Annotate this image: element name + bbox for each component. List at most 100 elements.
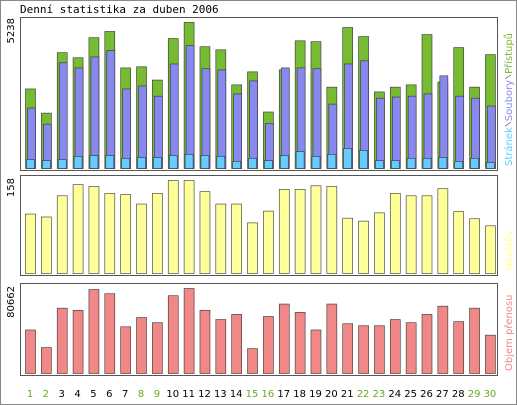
bar bbox=[137, 157, 146, 169]
x-tick-label: 11 bbox=[182, 389, 195, 400]
bar bbox=[294, 312, 306, 374]
bar bbox=[471, 97, 480, 169]
y-tick-label: 158 bbox=[6, 178, 17, 197]
bar bbox=[25, 213, 36, 274]
bar bbox=[374, 325, 385, 374]
bar bbox=[104, 293, 116, 374]
x-tick-label: 24 bbox=[388, 389, 401, 400]
bar bbox=[184, 154, 194, 169]
x-tick-label: 4 bbox=[74, 389, 80, 400]
bar bbox=[358, 220, 369, 274]
x-tick-label: 9 bbox=[154, 389, 160, 400]
x-tick-label: 5 bbox=[90, 389, 96, 400]
x-tick-label: 8 bbox=[138, 389, 144, 400]
bar bbox=[136, 317, 147, 374]
bar bbox=[199, 309, 211, 374]
bar bbox=[121, 158, 130, 169]
y-tick-label: 80662 bbox=[6, 286, 17, 318]
x-tick-label: 30 bbox=[484, 389, 497, 400]
bar bbox=[389, 319, 401, 374]
bar bbox=[312, 68, 322, 169]
chart-title: Denní statistika za duben 2006 bbox=[20, 3, 219, 16]
bar bbox=[169, 63, 179, 169]
bar bbox=[183, 288, 195, 374]
bar bbox=[343, 148, 353, 169]
bar bbox=[72, 309, 84, 374]
x-tick-label: 29 bbox=[468, 389, 481, 400]
bar bbox=[389, 193, 401, 274]
bar bbox=[264, 160, 273, 169]
x-tick-label: 28 bbox=[452, 389, 465, 400]
bar bbox=[469, 218, 480, 274]
bar bbox=[167, 180, 179, 274]
bar bbox=[185, 45, 195, 169]
bar bbox=[249, 80, 258, 169]
bar bbox=[342, 323, 354, 374]
bar bbox=[231, 203, 242, 274]
bar bbox=[437, 305, 449, 374]
legend-label: Stránek bbox=[503, 127, 515, 166]
bar bbox=[153, 157, 162, 169]
x-tick-label: 17 bbox=[277, 389, 290, 400]
bar bbox=[168, 155, 178, 169]
bar bbox=[437, 188, 449, 274]
legend-label: Soubory bbox=[504, 80, 515, 121]
bar bbox=[278, 189, 290, 274]
legend-separator bbox=[504, 74, 512, 80]
bar bbox=[421, 314, 433, 374]
bar bbox=[56, 195, 68, 274]
x-tick-label: 23 bbox=[373, 389, 386, 400]
bar bbox=[215, 203, 227, 274]
bar bbox=[279, 155, 289, 169]
x-tick-label: 15 bbox=[246, 389, 259, 400]
bar bbox=[42, 160, 51, 169]
bar bbox=[183, 180, 195, 274]
bar bbox=[26, 159, 35, 169]
bar bbox=[311, 156, 321, 169]
bar bbox=[232, 161, 241, 169]
bar bbox=[406, 158, 416, 169]
bar bbox=[90, 56, 100, 169]
bar bbox=[375, 160, 384, 169]
x-tick-label: 10 bbox=[166, 389, 179, 400]
bar bbox=[405, 195, 417, 274]
bar bbox=[247, 222, 258, 274]
x-tick-label: 18 bbox=[293, 389, 306, 400]
legend-label: Návštěv bbox=[503, 230, 515, 271]
bar bbox=[58, 62, 68, 169]
bar bbox=[487, 105, 496, 169]
bar bbox=[74, 67, 84, 169]
bar bbox=[73, 156, 83, 169]
x-tick-label: 2 bbox=[43, 389, 49, 400]
x-tick-label: 6 bbox=[106, 389, 112, 400]
bar bbox=[453, 321, 465, 374]
bar bbox=[421, 195, 433, 274]
bar bbox=[485, 225, 496, 274]
bar bbox=[233, 93, 242, 169]
bar bbox=[152, 322, 163, 374]
bar bbox=[439, 75, 449, 169]
x-tick-label: 14 bbox=[230, 389, 243, 400]
bar bbox=[217, 69, 227, 169]
bar bbox=[310, 329, 322, 374]
bar bbox=[263, 210, 274, 274]
bar bbox=[200, 155, 210, 169]
bar bbox=[278, 303, 290, 374]
bar bbox=[486, 162, 495, 169]
x-tick-label: 19 bbox=[309, 389, 322, 400]
bar bbox=[105, 155, 115, 169]
bar bbox=[41, 216, 52, 274]
bar bbox=[231, 314, 242, 374]
bar bbox=[152, 193, 163, 274]
bar bbox=[57, 159, 67, 169]
bar bbox=[136, 203, 147, 274]
x-tick-label: 20 bbox=[325, 389, 338, 400]
x-tick-label: 1 bbox=[27, 389, 33, 400]
bar bbox=[138, 85, 147, 169]
y-tick-label: 5238 bbox=[6, 18, 17, 43]
bar bbox=[470, 158, 479, 169]
x-tick-label: 21 bbox=[341, 389, 354, 400]
x-tick-label: 3 bbox=[59, 389, 65, 400]
legend-label: Přístupů bbox=[503, 33, 515, 74]
bar bbox=[88, 186, 100, 274]
